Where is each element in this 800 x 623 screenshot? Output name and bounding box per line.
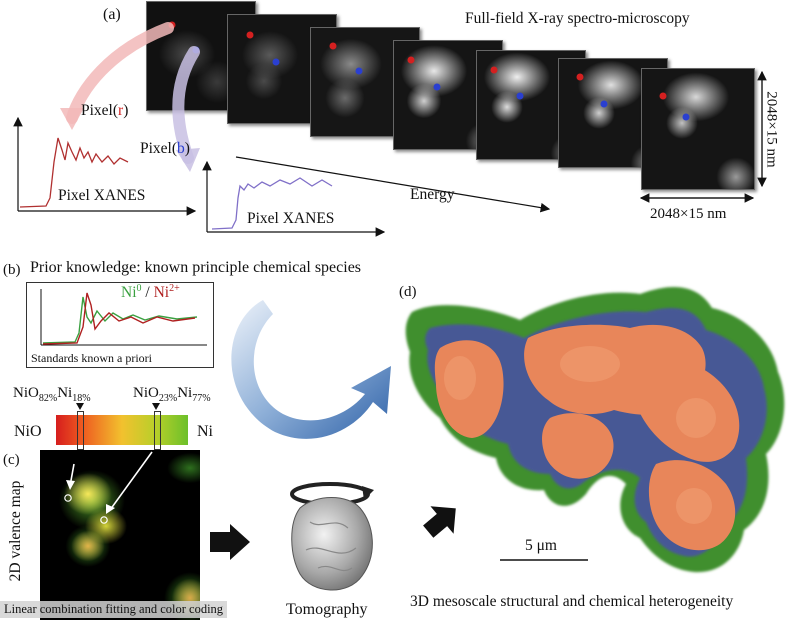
color-scale-bar xyxy=(56,415,188,445)
arrow-to-tomography xyxy=(210,524,250,560)
xanes-plot-blue xyxy=(202,160,386,237)
scale-bar-label: 5 μm xyxy=(525,537,557,554)
panel-c-label: (c) xyxy=(3,452,20,468)
panel-d-caption: 3D mesoscale structural and chemical het… xyxy=(410,593,734,610)
arrow-to-3d-volume xyxy=(423,506,456,538)
panel-a-title: Full-field X-ray spectro-microscopy xyxy=(465,10,690,27)
standards-caption: Standards known a priori xyxy=(31,351,152,365)
panel-d-label: (d) xyxy=(399,284,417,300)
dimension-horizontal-label: 2048×15 nm xyxy=(650,206,727,222)
blue-pixel-arrow xyxy=(172,46,200,164)
ni2-label: Ni2+ xyxy=(153,283,180,302)
pixel-b-letter: b xyxy=(177,140,185,157)
panel-b-title: Prior knowledge: known principle chemica… xyxy=(30,259,362,276)
scale-marker-2 xyxy=(154,411,161,450)
pixel-b-label: Pixel(b) xyxy=(140,140,190,157)
bar-right-label: Ni xyxy=(197,423,213,440)
pixel-markers xyxy=(168,21,690,121)
xanes-label-1: Pixel XANES xyxy=(58,187,146,204)
composition-label-1: NiO82%Ni18% xyxy=(13,385,91,404)
tomography-volume xyxy=(290,482,374,591)
3d-volume-rendering xyxy=(405,286,785,573)
tomography-label: Tomography xyxy=(286,601,368,618)
xanes-plot-red xyxy=(13,116,197,216)
energy-label: Energy xyxy=(410,186,455,203)
ni0-label: Ni0 xyxy=(121,283,142,302)
standards-spectra xyxy=(40,289,207,346)
pixel-r-letter: r xyxy=(118,102,124,119)
dimension-vertical-label: 2048×15 nm xyxy=(763,91,780,168)
valence-map-annotations xyxy=(64,451,153,524)
panel-a-label: (a) xyxy=(103,6,121,23)
standards-plot-box xyxy=(26,282,214,368)
scale-marker-1 xyxy=(77,411,84,450)
panel-b-label: (b) xyxy=(3,262,21,278)
composition-label-2: NiO23%Ni77% xyxy=(133,385,211,404)
valence-map-image xyxy=(40,450,200,620)
panel-a-graphics xyxy=(13,21,767,237)
scale-marker-pointers xyxy=(76,403,160,410)
valence-map-caption: Linear combination fitting and color cod… xyxy=(0,601,228,618)
species-legend: Ni0 / Ni2+ xyxy=(121,283,180,302)
xray-frame-7 xyxy=(641,68,755,190)
bar-left-label: NiO xyxy=(14,423,42,440)
energy-arrow xyxy=(235,156,551,213)
pixel-r-label: Pixel(r) xyxy=(81,102,129,119)
valence-map-side-label: 2D valence map xyxy=(7,480,24,582)
workflow-circular-arrow xyxy=(231,300,391,439)
xanes-label-2: Pixel XANES xyxy=(247,210,335,227)
